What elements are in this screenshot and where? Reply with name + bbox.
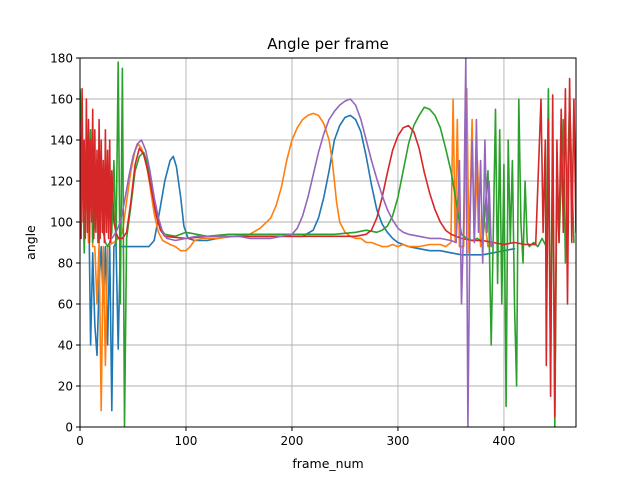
chart-title: Angle per frame <box>267 35 389 53</box>
y-tick-label: 180 <box>50 52 73 66</box>
y-tick-label: 20 <box>58 380 73 394</box>
y-tick-label: 120 <box>50 175 73 189</box>
y-tick-label: 0 <box>65 421 73 435</box>
plot-frame <box>79 57 577 428</box>
y-axis-label: angle <box>23 225 38 260</box>
x-tick-label: 300 <box>386 434 409 448</box>
y-tick-label: 100 <box>50 216 73 230</box>
tick-labels: 0 100 200 300 400 0 20 40 60 80 100 120 140 160 180 <box>50 52 515 449</box>
x-tick-label: 200 <box>281 434 304 448</box>
series-line-3 <box>80 61 575 427</box>
x-tick-label: 400 <box>492 434 515 448</box>
series-group <box>80 58 576 427</box>
y-tick-label: 80 <box>58 257 73 271</box>
series-line-5 <box>111 58 495 427</box>
y-tick-label: 60 <box>58 298 73 312</box>
x-tick-label: 100 <box>175 434 198 448</box>
series-line-4 <box>80 77 576 418</box>
x-tick-label: 0 <box>76 434 84 448</box>
x-axis-label: frame_num <box>292 456 363 471</box>
y-tick-label: 40 <box>58 339 73 353</box>
axes <box>76 57 577 431</box>
y-tick-label: 160 <box>50 93 73 107</box>
y-tick-label: 140 <box>50 134 73 148</box>
